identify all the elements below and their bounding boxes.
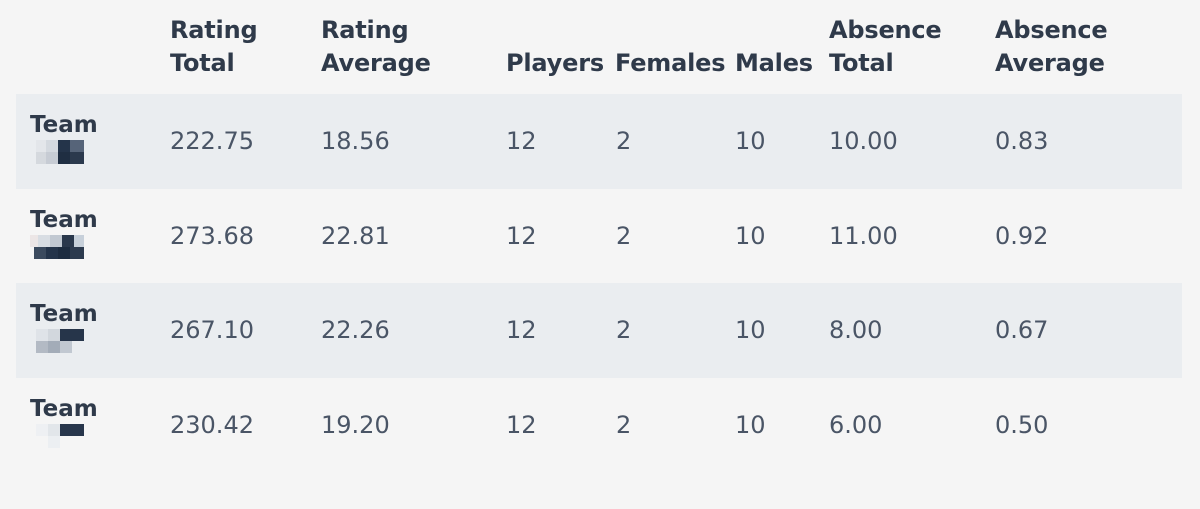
header-absence-average-line1: Absence — [995, 16, 1108, 44]
team-stats-table: Rating Total Rating Average Players Fema… — [16, 0, 1182, 472]
table-row: Team 230.42 19.20 12 2 10 6.00 0.50 — [16, 378, 1182, 473]
team-label: Team — [30, 395, 98, 422]
redacted-team-name — [30, 423, 90, 450]
header-absence-average-line2: Average — [995, 49, 1105, 77]
header-rating-total-line1: Rating — [170, 16, 258, 44]
females-cell: 2 — [616, 221, 632, 250]
team-name-cell: Team — [30, 112, 110, 172]
redacted-team-name — [30, 329, 90, 355]
players-cell: 12 — [506, 221, 537, 250]
males-cell: 10 — [735, 316, 766, 344]
rating-average-cell: 19.20 — [321, 410, 390, 439]
absence-average-cell: 0.50 — [995, 410, 1049, 439]
absence-total-cell: 6.00 — [829, 410, 883, 439]
females-cell: 2 — [616, 127, 632, 155]
header-players: Players — [506, 49, 604, 77]
absence-average-cell: 0.83 — [995, 127, 1049, 155]
header-rating-average-line2: Average — [321, 49, 431, 77]
players-cell: 12 — [506, 410, 537, 439]
team-label: Team — [30, 206, 98, 233]
team-name-cell: Team — [30, 396, 110, 456]
rating-average-cell: 22.81 — [321, 221, 390, 250]
header-rating-average: Rating Average — [321, 14, 431, 80]
table-row: Team 273.68 22.81 12 2 10 11.00 0.92 — [16, 189, 1182, 284]
table-row: Team 267.10 22.26 12 2 10 8.00 0.67 — [16, 283, 1182, 378]
table-row: Team 222.75 18.56 12 2 10 10.00 0.83 — [16, 94, 1182, 189]
header-absence-average: Absence Average — [995, 14, 1108, 80]
rating-total-cell: 222.75 — [170, 127, 254, 155]
header-absence-total: Absence Total — [829, 14, 942, 80]
header-females: Females — [615, 49, 726, 77]
team-name-cell: Team — [30, 207, 110, 267]
team-name-cell: Team — [30, 301, 110, 361]
absence-total-cell: 11.00 — [829, 221, 898, 250]
rating-total-cell: 230.42 — [170, 410, 254, 439]
redacted-team-name — [30, 140, 90, 166]
table-header: Rating Total Rating Average Players Fema… — [16, 0, 1182, 94]
header-rating-total: Rating Total — [170, 14, 258, 80]
females-cell: 2 — [616, 410, 632, 439]
header-absence-total-line1: Absence — [829, 16, 942, 44]
header-rating-average-line1: Rating — [321, 16, 409, 44]
males-cell: 10 — [735, 127, 766, 155]
team-label: Team — [30, 301, 98, 327]
absence-total-cell: 8.00 — [829, 316, 883, 344]
rating-total-cell: 273.68 — [170, 221, 254, 250]
header-absence-total-line2: Total — [829, 49, 894, 77]
males-cell: 10 — [735, 221, 766, 250]
absence-average-cell: 0.67 — [995, 316, 1049, 344]
absence-total-cell: 10.00 — [829, 127, 898, 155]
players-cell: 12 — [506, 316, 537, 344]
absence-average-cell: 0.92 — [995, 221, 1049, 250]
rating-total-cell: 267.10 — [170, 316, 254, 344]
players-cell: 12 — [506, 127, 537, 155]
rating-average-cell: 18.56 — [321, 127, 390, 155]
redacted-team-name — [30, 234, 90, 261]
rating-average-cell: 22.26 — [321, 316, 390, 344]
header-males: Males — [735, 49, 813, 77]
team-label: Team — [30, 112, 98, 138]
males-cell: 10 — [735, 410, 766, 439]
females-cell: 2 — [616, 316, 632, 344]
header-rating-total-line2: Total — [170, 49, 235, 77]
